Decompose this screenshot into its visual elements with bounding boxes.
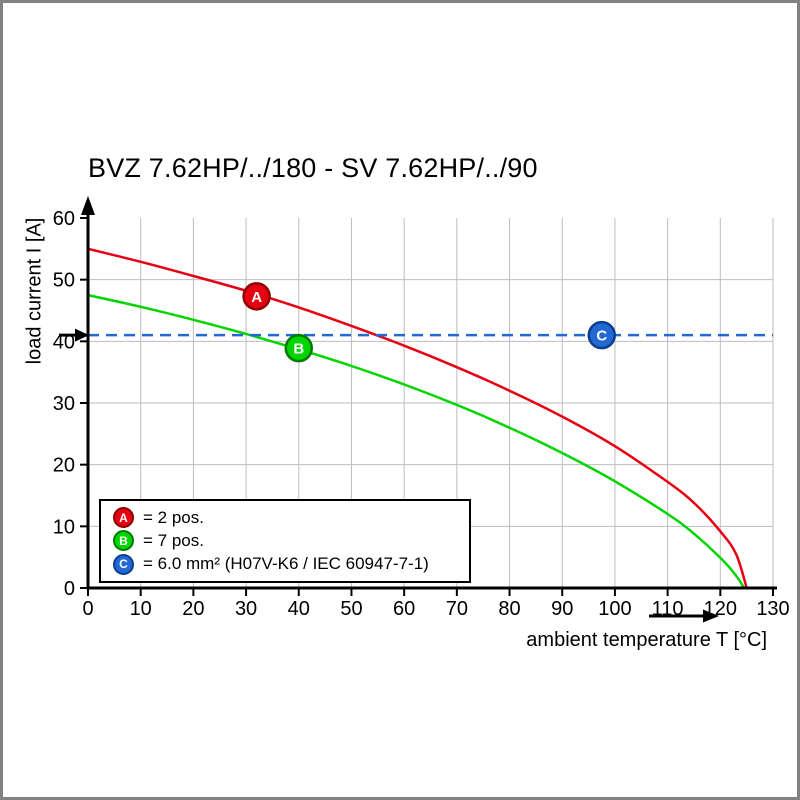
x-tick-label: 30 [235, 598, 257, 620]
curve-B [87, 293, 746, 589]
rated-current-arrow-icon [75, 328, 89, 342]
legend-label-b: = 7 pos. [143, 530, 204, 550]
x-tick-label: 20 [182, 598, 204, 620]
legend-label-c: = 6.0 mm² (H07V-K6 / IEC 60947-7-1) [143, 554, 429, 574]
legend-row-b: B = 7 pos. [113, 530, 463, 552]
chart-canvas: 0 10 20 30 40 50 60 70 80 90 100 110 120 130010203040… [53, 196, 790, 623]
x-tick-label: 70 [446, 598, 468, 620]
y-tick-label: 40 [53, 331, 75, 353]
curve-A [87, 247, 748, 589]
chart-title: BVZ 7.62HP/../180 - SV 7.62HP/../90 [88, 153, 538, 183]
x-label-arrow-icon [703, 609, 719, 623]
curve-marker-A-label: A [251, 289, 262, 306]
y-tick-label: 50 [53, 270, 75, 292]
curve-marker-B-label: B [293, 341, 304, 358]
x-tick-label: 80 [498, 598, 520, 620]
legend-label-a: = 2 pos. [143, 507, 204, 527]
y-tick-label: 30 [53, 393, 75, 415]
curve-marker-C-icon [587, 320, 616, 350]
x-tick-label: 90 [551, 598, 573, 620]
x-tick-label: 130 [756, 598, 789, 620]
x-tick-label: 0 [82, 598, 93, 620]
legend-row-a: A = 2 pos. [113, 507, 463, 529]
x-tick-label: 100 [598, 598, 631, 620]
curve-marker-C-label: C [596, 328, 607, 345]
y-tick-label: 20 [53, 455, 75, 477]
curve-marker-B-icon [284, 333, 314, 363]
legend-marker-b-icon: B [113, 530, 134, 552]
x-tick-label: 40 [288, 598, 310, 620]
y-tick-label: 0 [64, 578, 75, 600]
x-tick-label: 10 [130, 598, 152, 620]
y-axis-arrow-icon [81, 196, 95, 215]
legend-marker-c-icon: C [113, 553, 134, 575]
legend: A = 2 pos. B = 7 pos. C = 6.0 mm² (H07V-… [99, 499, 471, 583]
x-axis-label: ambient temperature T [°C] [526, 629, 767, 651]
legend-marker-a-icon: A [113, 507, 134, 529]
curve-marker-A-icon [242, 282, 271, 311]
y-tick-label: 60 [53, 208, 75, 230]
x-tick-label: 50 [340, 598, 362, 620]
x-tick-label: 60 [393, 598, 415, 620]
legend-row-c: C = 6.0 mm² (H07V-K6 / IEC 60947-7-1) [113, 553, 463, 575]
y-tick-label: 10 [53, 516, 75, 538]
